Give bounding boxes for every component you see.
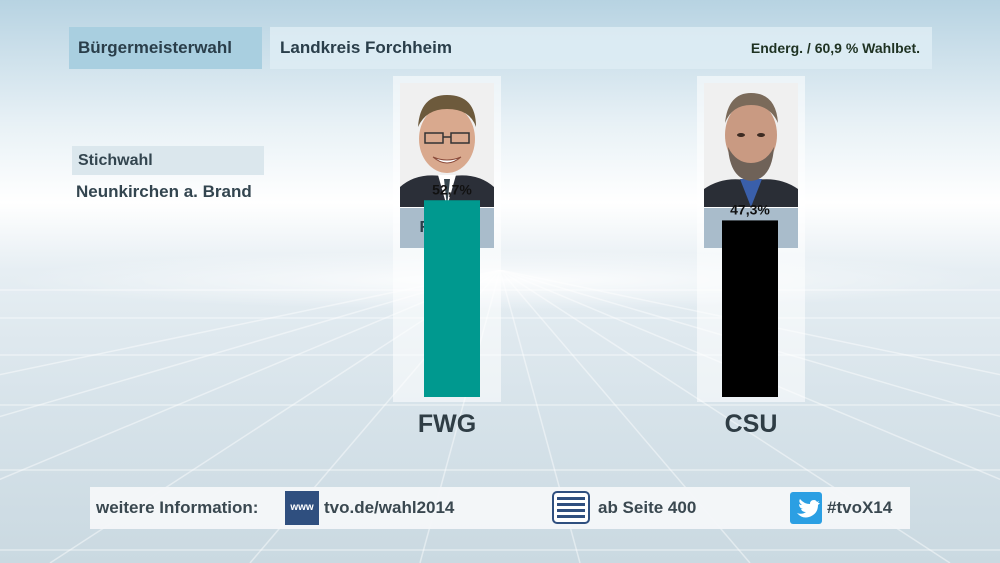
election-type-label: Stichwahl <box>72 146 264 175</box>
count-status: Enderg. / 60,9 % Wahlbet. <box>750 40 920 56</box>
election-title: Bürgermeisterwahl <box>69 27 262 69</box>
candidate-photo-richter <box>400 83 494 207</box>
header-bar: Landkreis Forchheim Enderg. / 60,9 % Wah… <box>270 27 932 69</box>
bar-fwg <box>424 200 480 397</box>
www-icon: www <box>285 491 319 525</box>
municipality-label: Neunkirchen a. Brand <box>76 182 252 201</box>
hashtag: #tvoX14 <box>827 498 893 517</box>
teletext-page: ab Seite 400 <box>598 498 697 517</box>
info-footer: weitere Information: www tvo.de/wahl2014… <box>90 487 910 529</box>
bar-csu <box>722 220 778 397</box>
teletext-icon <box>552 491 590 524</box>
candidate-photo-mehl <box>704 83 798 207</box>
region-label: Landkreis Forchheim <box>280 38 452 57</box>
party-label-csu: CSU <box>724 410 778 438</box>
bar-label-fwg: 52,7% <box>432 181 472 197</box>
bar-label-csu: 47,3% <box>730 201 770 217</box>
twitter-icon <box>790 492 822 524</box>
party-label-fwg: FWG <box>417 410 477 438</box>
footer-info-label: weitere Information: <box>96 498 259 517</box>
web-link[interactable]: tvo.de/wahl2014 <box>324 498 455 517</box>
